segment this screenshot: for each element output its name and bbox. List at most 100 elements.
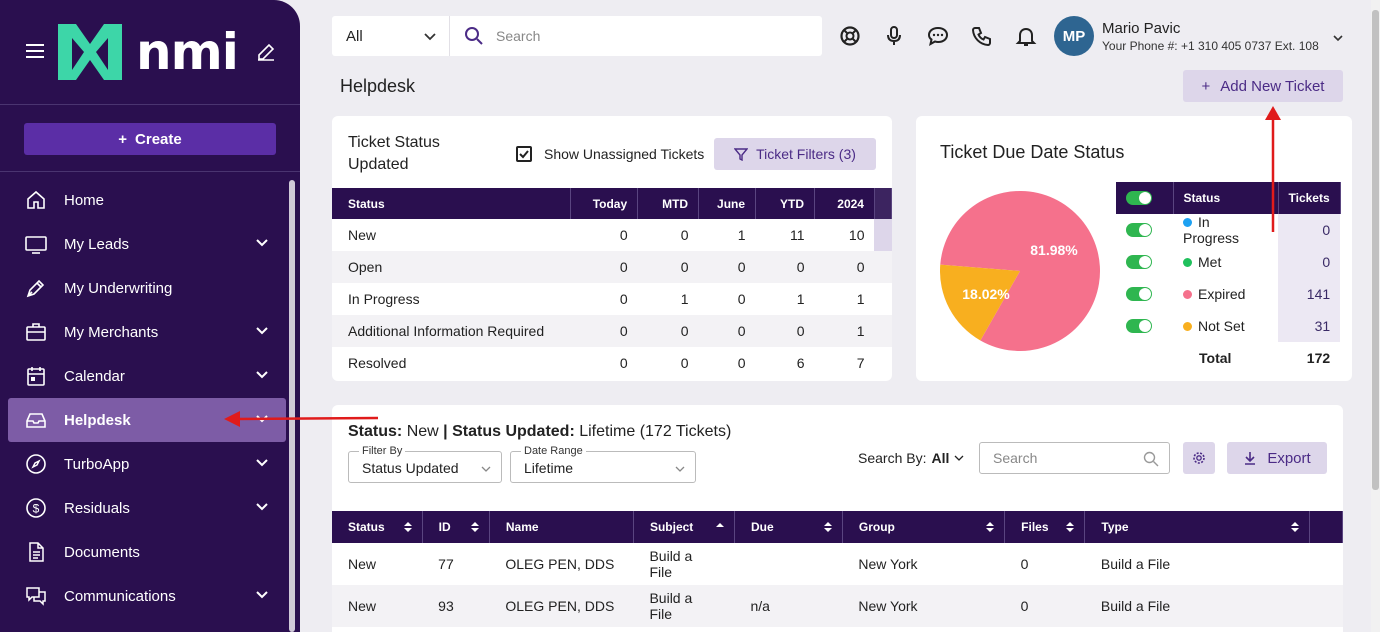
sidebar-scrollbar[interactable] — [289, 180, 295, 632]
table-row[interactable]: Open 0 0 0 0 0 — [332, 251, 892, 283]
edit-icon[interactable] — [256, 42, 276, 62]
ticket-count: 141 — [1278, 278, 1341, 310]
filter-by-select[interactable]: Filter By Status Updated — [348, 445, 502, 483]
nmi-logo[interactable]: nmi — [54, 20, 239, 84]
dollar-icon: $ — [24, 496, 48, 520]
column-header-due[interactable]: Due — [734, 511, 843, 543]
chat-icon — [24, 584, 48, 608]
sidebar-item-communications[interactable]: Communications — [0, 574, 300, 618]
table-row[interactable]: In Progress 0 1 0 1 1 — [332, 283, 892, 315]
phone-icon[interactable] — [970, 24, 994, 48]
show-unassigned-checkbox[interactable]: Show Unassigned Tickets — [516, 146, 704, 162]
add-new-ticket-button[interactable]: + Add New Ticket — [1183, 70, 1343, 102]
cell-files: 0 — [1004, 585, 1085, 627]
column-header-status[interactable]: Status — [332, 511, 423, 543]
cell-status: New — [348, 556, 377, 572]
pie-label-not-set: 18.02% — [962, 286, 1010, 302]
ticket-count: 0 — [1278, 214, 1341, 246]
table-row[interactable]: Additional Information Required 0 0 0 0 … — [332, 315, 892, 347]
checkbox-checked-icon — [516, 146, 532, 162]
toggle-switch[interactable] — [1126, 255, 1152, 269]
page-scrollbar[interactable] — [1371, 0, 1380, 632]
toggle-switch[interactable] — [1126, 191, 1152, 205]
search-scope-select[interactable]: All — [332, 16, 450, 56]
ticket-count: 0 — [1278, 246, 1341, 278]
status-dot-icon — [1183, 322, 1192, 331]
gear-icon — [1193, 452, 1205, 464]
column-header-name[interactable]: Name — [489, 511, 634, 543]
column-header-type[interactable]: Type — [1084, 511, 1310, 543]
chat-bubble-icon[interactable] — [926, 24, 950, 48]
sidebar-item-home[interactable]: Home — [0, 178, 300, 222]
column-header-id[interactable]: ID — [422, 511, 490, 543]
toggle-switch[interactable] — [1126, 287, 1152, 301]
table-row[interactable]: New 0 0 1 11 10 — [332, 219, 892, 251]
sidebar-item-turboapp[interactable]: TurboApp — [0, 442, 300, 486]
svg-text:$: $ — [33, 502, 40, 516]
sidebar-item-label: TurboApp — [64, 455, 130, 473]
chevron-down-icon — [256, 371, 268, 379]
toggle-switch[interactable] — [1126, 223, 1152, 237]
table-row[interactable]: New 93 OLEG PEN, DDS Build a File n/a Ne… — [332, 585, 1343, 627]
chevron-down-icon — [954, 455, 964, 461]
ticket-status-card: Ticket Status Updated Show Unassigned Ti… — [332, 116, 892, 381]
scroll-thumb[interactable] — [874, 219, 892, 251]
ticket-filters-button[interactable]: Ticket Filters (3) — [714, 138, 876, 170]
cell-value: 0 — [698, 251, 756, 283]
column-header-group[interactable]: Group — [842, 511, 1006, 543]
sidebar-item-label: My Underwriting — [64, 279, 173, 297]
card-title: Ticket Status Updated — [348, 134, 440, 173]
microphone-icon[interactable] — [882, 24, 906, 48]
sidebar-item-calendar[interactable]: Calendar — [0, 354, 300, 398]
export-button[interactable]: Export — [1227, 442, 1327, 474]
search-icon — [465, 27, 483, 45]
pen-icon — [24, 276, 48, 300]
cell-value: 1 — [737, 227, 746, 243]
ticket-search-input[interactable]: Search — [979, 442, 1170, 474]
sidebar-item-my-underwriting[interactable]: My Underwriting — [0, 266, 300, 310]
column-header-subject[interactable]: Subject — [633, 511, 735, 543]
column-header: Tickets — [1278, 182, 1341, 214]
cell-id: 77 — [438, 556, 454, 572]
create-button[interactable]: + Create — [24, 123, 276, 155]
status-dot-icon — [1183, 258, 1192, 267]
field-value: Lifetime — [524, 460, 574, 476]
toggle-all[interactable] — [1116, 182, 1174, 214]
cell-value: 11 — [789, 227, 805, 243]
filter-icon — [734, 148, 749, 161]
bell-icon[interactable] — [1014, 24, 1038, 48]
sidebar-item-documents[interactable]: Documents — [0, 530, 300, 574]
cell-value: 0 — [570, 315, 638, 347]
date-range-select[interactable]: Date Range Lifetime — [510, 445, 696, 483]
cell-group: New York — [858, 556, 918, 572]
search-by-select[interactable]: Search By: All — [858, 450, 964, 466]
sidebar-divider — [0, 171, 300, 172]
checkbox-label: Show Unassigned Tickets — [544, 146, 705, 162]
sidebar-item-label: Home — [64, 191, 105, 209]
sidebar-item-my-leads[interactable]: My Leads — [0, 222, 300, 266]
column-header-files[interactable]: Files — [1004, 511, 1086, 543]
status-label: Expired — [1198, 286, 1246, 302]
chevron-down-icon — [256, 459, 268, 467]
monitor-icon — [24, 232, 48, 256]
cell-status: New — [332, 585, 423, 627]
hamburger-menu-icon[interactable] — [26, 44, 44, 62]
table-row: In Progress 0 — [1116, 214, 1341, 246]
global-search-input[interactable]: Search — [450, 26, 540, 46]
table-settings-button[interactable] — [1183, 442, 1215, 474]
pie-slice-expired[interactable] — [940, 191, 1100, 351]
support-lifebuoy-icon[interactable] — [838, 24, 862, 48]
cell-value: 0 — [737, 355, 746, 371]
sidebar-item-label: My Leads — [64, 235, 130, 253]
pie-slice-not-set[interactable] — [940, 264, 1020, 341]
card-title: Ticket Due Date Status — [940, 142, 1125, 162]
toggle-switch[interactable] — [1126, 319, 1152, 333]
user-menu[interactable]: MP Mario Pavic Your Phone #: +1 310 405 … — [1054, 16, 1343, 56]
table-row[interactable]: Resolved 0 0 0 6 7 — [332, 347, 892, 379]
sidebar-item-residuals[interactable]: $ Residuals — [0, 486, 300, 530]
table-row[interactable]: New 77 OLEG PEN, DDS Build a File New Yo… — [332, 543, 1343, 585]
sort-icon — [986, 522, 995, 532]
export-label: Export — [1267, 449, 1311, 467]
sidebar-item-label: My Merchants — [64, 323, 159, 341]
sidebar-item-my-merchants[interactable]: My Merchants — [0, 310, 300, 354]
